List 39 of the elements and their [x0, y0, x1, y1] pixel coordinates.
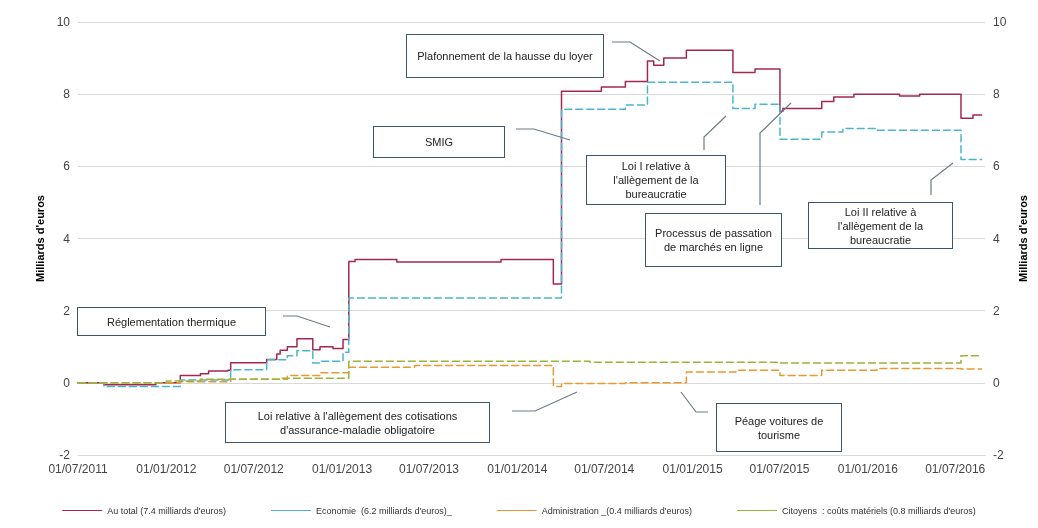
annotation: Plafonnement de la hausse du loyer: [406, 34, 604, 78]
y-tick-label: -2: [59, 448, 71, 462]
y2-axis-title: Milliards d'euros: [1016, 195, 1029, 282]
legend-label: Economie (6.2 milliards d'euros)_: [315, 505, 453, 516]
x-tick-label: 01/01/2016: [837, 462, 899, 476]
y2-tick-label: 8: [993, 87, 1000, 102]
annotation: Loi I relative à l'allègement de la bureaucratie: [586, 155, 726, 205]
x-tick-label: 01/01/2014: [487, 462, 548, 476]
x-tick-label: 01/07/2014: [574, 462, 635, 476]
x-tick-label: 01/07/2016: [925, 462, 986, 476]
annotation: Loi II relative à l'allègement de la bureaucratie: [808, 202, 953, 249]
annotation: Péage voitures de tourisme: [716, 403, 842, 452]
y2-tick-label: 10: [993, 15, 1007, 29]
y-tick-label: 8: [63, 87, 71, 102]
x-tick-label: 01/07/2013: [398, 462, 460, 476]
annotation: Réglementation thermique: [77, 307, 266, 336]
x-tick-label: 01/01/2015: [662, 462, 723, 476]
y-axis-title: Milliards d'euros: [34, 195, 47, 282]
y-tick-label: 10: [56, 15, 71, 29]
x-tick-label: 01/01/2013: [312, 462, 373, 476]
y-tick-label: 0: [63, 375, 71, 390]
y2-tick-label: 6: [993, 159, 1000, 174]
y2-tick-label: 4: [993, 231, 1000, 246]
annotation: SMIG: [373, 126, 505, 158]
legend-label: Citoyens : coûts matériels (0.8 milliards d'euros): [782, 505, 976, 516]
x-tick-label: 01/07/2012: [223, 462, 285, 476]
y-tick-label: 4: [63, 231, 71, 246]
y-tick-label: 6: [63, 159, 71, 174]
y2-tick-label: 0: [993, 375, 1000, 390]
y2-tick-label: -2: [993, 448, 1004, 462]
x-tick-label: 01/01/2012: [136, 462, 197, 476]
x-tick-label: 01/07/2011: [48, 462, 108, 476]
legend-label: Au total (7.4 milliards d'euros): [107, 505, 226, 516]
annotation: Processus de passation de marchés en ligne: [645, 213, 782, 267]
x-tick-label: 01/07/2015: [749, 462, 810, 476]
y-tick-label: 2: [63, 303, 71, 318]
legend-label: Administration _(0.4 milliards d'euros): [541, 505, 693, 516]
annotation: Loi relative à l'allègement des cotisations d'assurance-maladie obligatoire: [225, 402, 490, 443]
y2-tick-label: 2: [993, 303, 1000, 318]
